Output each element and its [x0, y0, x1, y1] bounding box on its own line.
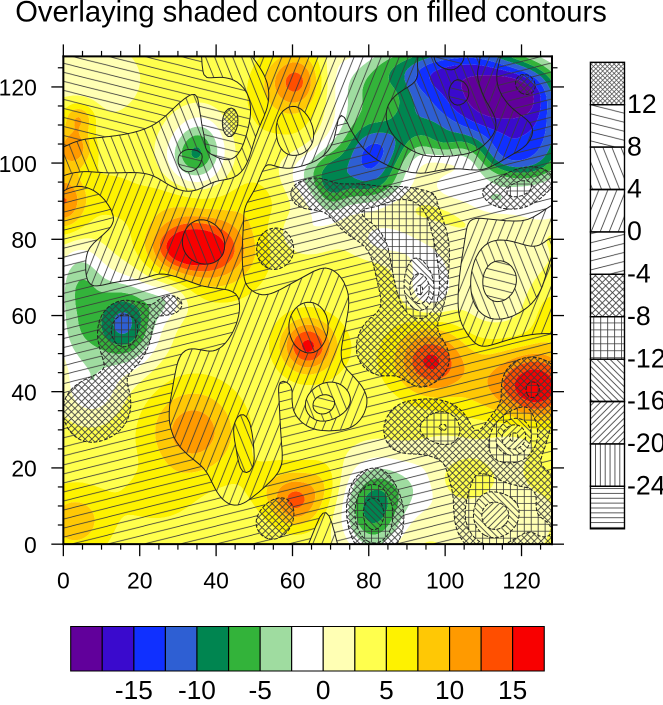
svg-text:4: 4 [627, 174, 642, 204]
svg-text:40: 40 [11, 379, 36, 405]
svg-text:20: 20 [127, 567, 152, 593]
svg-text:0: 0 [57, 567, 70, 593]
svg-text:-24: -24 [627, 471, 663, 501]
svg-text:120: 120 [0, 75, 37, 101]
svg-text:60: 60 [280, 567, 305, 593]
svg-text:-12: -12 [627, 343, 663, 373]
svg-text:80: 80 [11, 227, 36, 253]
svg-text:60: 60 [11, 303, 36, 329]
svg-text:-4: -4 [627, 258, 651, 288]
svg-text:-16: -16 [627, 386, 663, 416]
svg-text:12: 12 [627, 89, 657, 119]
svg-text:-8: -8 [627, 301, 651, 331]
svg-text:0: 0 [24, 532, 37, 558]
svg-text:-20: -20 [627, 428, 663, 458]
svg-text:15: 15 [498, 675, 527, 700]
svg-text:0: 0 [316, 675, 331, 700]
svg-text:100: 100 [426, 567, 464, 593]
svg-text:-5: -5 [248, 675, 271, 700]
svg-text:Overlaying shaded contours on: Overlaying shaded contours on filled con… [15, 0, 607, 29]
svg-text:120: 120 [502, 567, 540, 593]
svg-text:-15: -15 [115, 675, 153, 700]
svg-text:100: 100 [0, 151, 37, 177]
svg-text:20: 20 [11, 456, 36, 482]
svg-text:0: 0 [627, 216, 642, 246]
svg-text:-10: -10 [178, 675, 216, 700]
svg-text:8: 8 [627, 131, 642, 161]
svg-text:10: 10 [435, 675, 464, 700]
svg-text:5: 5 [379, 675, 394, 700]
svg-text:80: 80 [356, 567, 381, 593]
svg-text:40: 40 [203, 567, 228, 593]
